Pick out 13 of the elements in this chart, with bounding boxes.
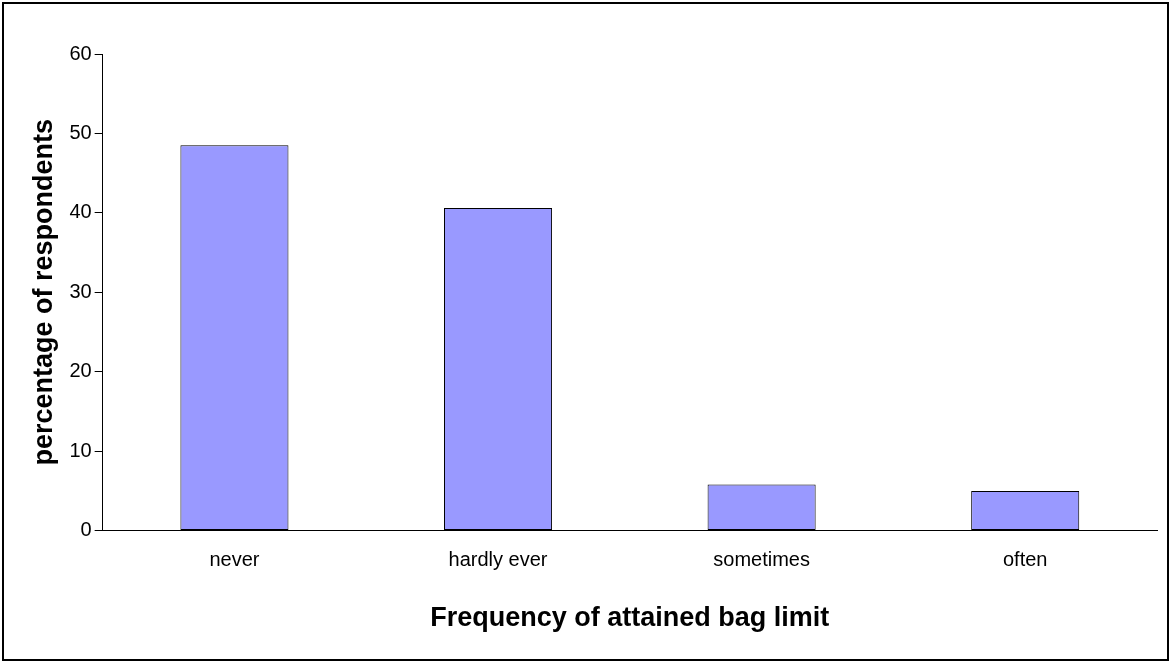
- y-tick-label: 50: [69, 120, 92, 143]
- y-tick-label: 60: [69, 41, 92, 64]
- y-tick-label: 10: [69, 438, 92, 461]
- y-tick-label: 30: [69, 279, 92, 302]
- y-tick-label: 40: [69, 200, 92, 223]
- y-tick-label: 20: [69, 359, 92, 382]
- x-tick-label: hardly ever: [448, 548, 548, 571]
- y-axis-title: percentage of respondents: [27, 119, 58, 466]
- x-tick-label: never: [209, 548, 260, 571]
- x-tick-label: sometimes: [713, 548, 810, 571]
- x-tick-label: often: [1002, 548, 1048, 571]
- x-axis-title: Frequency of attained bag limit: [430, 602, 830, 633]
- y-tick-label: 0: [80, 518, 92, 541]
